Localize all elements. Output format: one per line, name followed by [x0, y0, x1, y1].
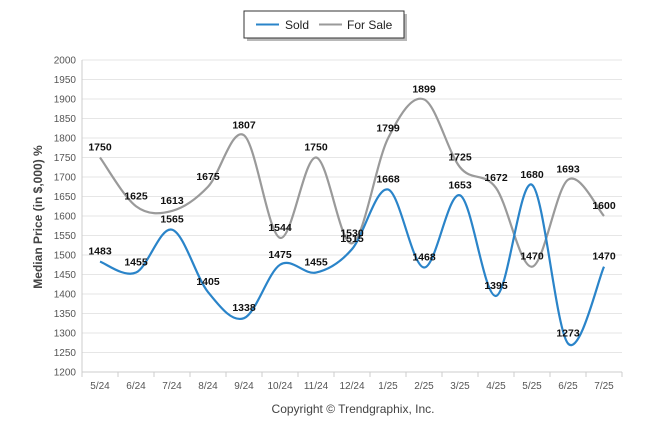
data-label-for-sale: 1807 [232, 119, 256, 131]
y-tick-label: 1750 [54, 153, 77, 164]
data-label-for-sale: 1470 [520, 251, 544, 263]
data-label-for-sale: 1725 [448, 151, 472, 163]
data-label-for-sale: 1544 [268, 222, 292, 234]
x-tick-label: 6/25 [558, 381, 578, 392]
data-label-sold: 1273 [556, 328, 580, 340]
x-tick-label: 11/24 [304, 381, 329, 392]
data-label-sold: 1565 [160, 214, 184, 226]
x-tick-label: 2/25 [414, 381, 434, 392]
y-tick-label: 1650 [54, 192, 77, 203]
x-tick-label: 7/25 [594, 381, 614, 392]
data-label-sold: 1475 [268, 249, 292, 261]
x-tick-label: 5/24 [90, 381, 110, 392]
data-label-for-sale: 1899 [412, 83, 436, 95]
y-tick-label: 1250 [54, 348, 77, 359]
data-label-sold: 1680 [520, 169, 544, 181]
x-tick-label: 7/24 [162, 381, 182, 392]
data-label-sold: 1468 [412, 251, 436, 263]
y-tick-label: 1350 [54, 309, 77, 320]
data-label-sold: 1515 [340, 233, 364, 245]
y-tick-label: 1900 [54, 95, 77, 106]
y-tick-label: 1450 [54, 270, 77, 281]
legend-label-sold: Sold [285, 18, 309, 32]
y-tick-label: 1200 [54, 368, 77, 379]
data-label-for-sale: 1750 [88, 142, 112, 154]
series-line-for-sale [99, 97, 605, 268]
y-tick-label: 1550 [54, 231, 77, 242]
data-label-for-sale: 1613 [160, 195, 184, 207]
data-label-for-sale: 1625 [124, 190, 148, 202]
data-label-for-sale: 1693 [556, 164, 580, 176]
data-label-for-sale: 1600 [592, 200, 616, 212]
legend-label-for-sale: For Sale [347, 18, 393, 32]
x-tick-label: 4/25 [486, 381, 506, 392]
data-label-for-sale: 1799 [376, 122, 400, 134]
data-label-sold: 1455 [124, 257, 148, 269]
y-tick-label: 1400 [54, 290, 77, 301]
y-tick-label: 2000 [54, 56, 77, 67]
copyright-footer: Copyright © Trendgraphix, Inc. [272, 402, 435, 416]
y-tick-label: 1950 [54, 75, 77, 86]
x-tick-label: 9/24 [234, 381, 254, 392]
y-axis-title: Median Price (in $,000) % [31, 145, 45, 289]
grid-layer [82, 59, 622, 373]
y-tick-label: 1300 [54, 329, 77, 340]
series-line-sold [99, 183, 606, 347]
y-tick-label: 1850 [54, 114, 77, 125]
data-label-sold: 1405 [196, 276, 220, 288]
y-tick-label: 1600 [54, 212, 77, 223]
x-tick-label: 8/24 [198, 381, 218, 392]
data-label-sold: 1455 [304, 257, 328, 269]
y-tick-label: 1800 [54, 134, 77, 145]
series-layer [99, 97, 606, 347]
x-tick-label: 5/25 [522, 381, 542, 392]
data-label-for-sale: 1675 [196, 171, 220, 183]
x-tick-label: 12/24 [339, 381, 364, 392]
x-tick-label: 6/24 [126, 381, 146, 392]
x-tick-label: 3/25 [450, 381, 470, 392]
y-tick-label: 1500 [54, 251, 77, 262]
data-label-sold: 1483 [88, 246, 112, 258]
data-label-sold: 1668 [376, 173, 400, 185]
data-label-sold: 1395 [484, 280, 508, 292]
data-label-for-sale: 1672 [484, 172, 508, 184]
x-tick-label: 1/25 [378, 381, 398, 392]
data-label-sold: 1653 [448, 179, 472, 191]
data-label-layer: 1483 1455 1565 1405 1338 1475 1455 1515 1668 1468… [88, 83, 616, 339]
data-label-sold: 1338 [232, 302, 256, 314]
axis-layer: 1200 1250 1300 1350 1400 1450 1500 1550 1600 1650… [54, 56, 623, 392]
data-label-for-sale: 1750 [304, 142, 328, 154]
legend: Sold For Sale [243, 10, 407, 41]
y-tick-label: 1700 [54, 173, 77, 184]
x-tick-label: 10/24 [267, 381, 292, 392]
data-label-sold: 1470 [592, 251, 616, 263]
data-label-for-sale: 1530 [340, 227, 364, 239]
